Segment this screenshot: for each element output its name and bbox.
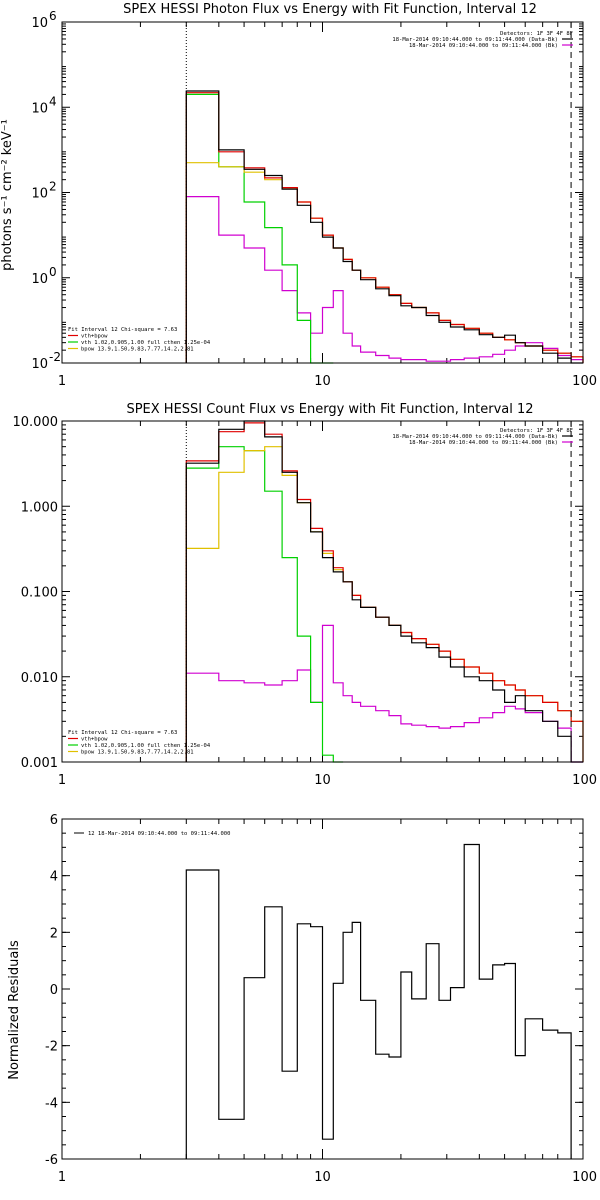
x-tick-label: 1 (58, 773, 66, 788)
series-total-line (185, 843, 572, 1159)
series-total-line (185, 420, 583, 763)
x-tick-label: 100 (572, 374, 597, 389)
residuals-panel: Normalized Residuals 6 4 2 0 -2 -4 -6 1 10 100 1… (7, 813, 597, 1185)
count-flux-detectors: Detectors: 1F 3F 4F 8F (500, 428, 573, 434)
y-tick-label: -6 (45, 1153, 58, 1168)
y-tick-exponent: 2 (49, 180, 57, 194)
legend-left-entry: vth 1.02,0.905,1.00 full cthen 1.25e-04 (81, 340, 211, 346)
y-tick-label: 10 (31, 101, 48, 116)
legend-right-entry: 18-Mar-2014 09:10:44.000 to 09:11:44.000… (409, 440, 558, 446)
legend-left-entry: vth 1.02,0.905,1.00 full cthen 1.25e-04 (81, 743, 211, 749)
y-tick-label: -2 (45, 1040, 58, 1055)
x-tick-label: 10 (314, 773, 331, 788)
legend-right-entry: 18-Mar-2014 09:10:44.000 to 09:11:44.000… (409, 43, 558, 49)
y-tick-exponent: 6 (49, 9, 57, 23)
count-flux-panel: SPEX HESSI Count Flux vs Energy with Fit… (13, 402, 598, 788)
y-tick-label: 0 (50, 983, 58, 998)
x-tick-label: 1 (58, 374, 66, 389)
count-flux-legend-left: Fit Interval 12 Chi-square = 7.63vth+bpo… (68, 730, 211, 756)
legend-left-entry: vth+bpow (81, 737, 108, 743)
series-bk-line (185, 624, 583, 763)
photon-flux-legend-right: 18-Mar-2014 09:10:44.000 to 09:11:44.000… (392, 37, 573, 49)
y-tick-exponent: 4 (49, 94, 57, 108)
photon-flux-title: SPEX HESSI Photon Flux vs Energy with Fi… (123, 2, 537, 17)
legend-left-entry: Fit Interval 12 Chi-square = 7.63 (68, 730, 177, 736)
y-tick-label: 0.100 (21, 586, 58, 601)
photon-flux-plot-frame (61, 21, 584, 364)
count-flux-title: SPEX HESSI Count Flux vs Energy with Fit… (126, 402, 533, 417)
y-tick-label: 0.010 (21, 671, 58, 686)
count-flux-series (185, 420, 584, 763)
photon-flux-panel: SPEX HESSI Photon Flux vs Energy with Fi… (0, 2, 597, 389)
y-tick-label: 10.000 (13, 415, 59, 430)
residuals-plot-frame (61, 818, 584, 1160)
y-tick-label: -4 (45, 1096, 58, 1111)
series-bk-line (185, 196, 584, 363)
x-tick-label: 1 (58, 1170, 66, 1185)
legend-left-entry: bpow 13.9,1.50,9.83,7.77,14.2,2.81 (81, 347, 194, 353)
photon-flux-range-lines (185, 22, 572, 363)
y-tick-label: 10 (31, 187, 48, 202)
x-tick-label: 100 (572, 773, 597, 788)
legend-left-entry: bpow 13.9,1.50,9.83,7.77,14.2,2.81 (81, 750, 194, 756)
y-tick-exponent: 0 (49, 265, 57, 279)
y-tick-exponent: -2 (49, 350, 61, 364)
count-flux-plot-frame (61, 420, 584, 763)
series-vth-line (185, 93, 334, 364)
residuals-y-tick-labels: 6 4 2 0 -2 -4 -6 (45, 813, 583, 1168)
x-tick-label: 100 (572, 1170, 597, 1185)
x-tick-label: 10 (314, 374, 331, 389)
y-tick-label: 1.000 (21, 500, 58, 515)
residuals-x-tick-labels: 1 10 100 (58, 819, 597, 1185)
residuals-ylabel: Normalized Residuals (7, 940, 22, 1080)
y-tick-label: 10 (31, 357, 48, 372)
photon-flux-ylabel: photons s⁻¹ cm⁻² keV⁻¹ (0, 119, 15, 271)
count-flux-y-tick-labels: 10.000 1.000 0.100 0.010 0.001 (13, 415, 583, 771)
y-tick-label: 10 (31, 16, 48, 31)
photon-flux-detectors: Detectors: 1F 3F 4F 8F (500, 31, 573, 37)
y-tick-label: 4 (50, 870, 58, 885)
series-total-line (185, 90, 583, 364)
legend-left-entry: vth+bpow (81, 334, 108, 340)
x-tick-label: 10 (314, 1170, 331, 1185)
y-tick-label: 10 (31, 272, 48, 287)
series-sum-line (185, 92, 584, 363)
count-flux-range-lines (185, 421, 572, 762)
count-flux-legend-right: 18-Mar-2014 09:10:44.000 to 09:11:44.000… (392, 434, 573, 446)
residuals-legend-text: 12 18-Mar-2014 09:10:44.000 to 09:11:44.… (88, 831, 230, 837)
residuals-series (185, 843, 572, 1159)
series-bpow-line (185, 446, 584, 762)
legend-left-entry: Fit Interval 12 Chi-square = 7.63 (68, 327, 177, 333)
photon-flux-x-tick-labels: 1 10 100 (58, 22, 597, 389)
y-tick-label: 6 (50, 813, 58, 828)
y-tick-label: 0.001 (21, 756, 58, 771)
series-vth-line (185, 446, 344, 763)
legend-right-entry: 18-Mar-2014 09:10:44.000 to 09:11:44.000… (392, 434, 558, 440)
photon-flux-legend-left: Fit Interval 12 Chi-square = 7.63vth+bpo… (68, 327, 211, 353)
photon-flux-series (185, 90, 584, 364)
series-bpow-line (185, 162, 584, 363)
legend-right-entry: 18-Mar-2014 09:10:44.000 to 09:11:44.000… (392, 37, 558, 43)
y-tick-label: 2 (50, 926, 58, 941)
